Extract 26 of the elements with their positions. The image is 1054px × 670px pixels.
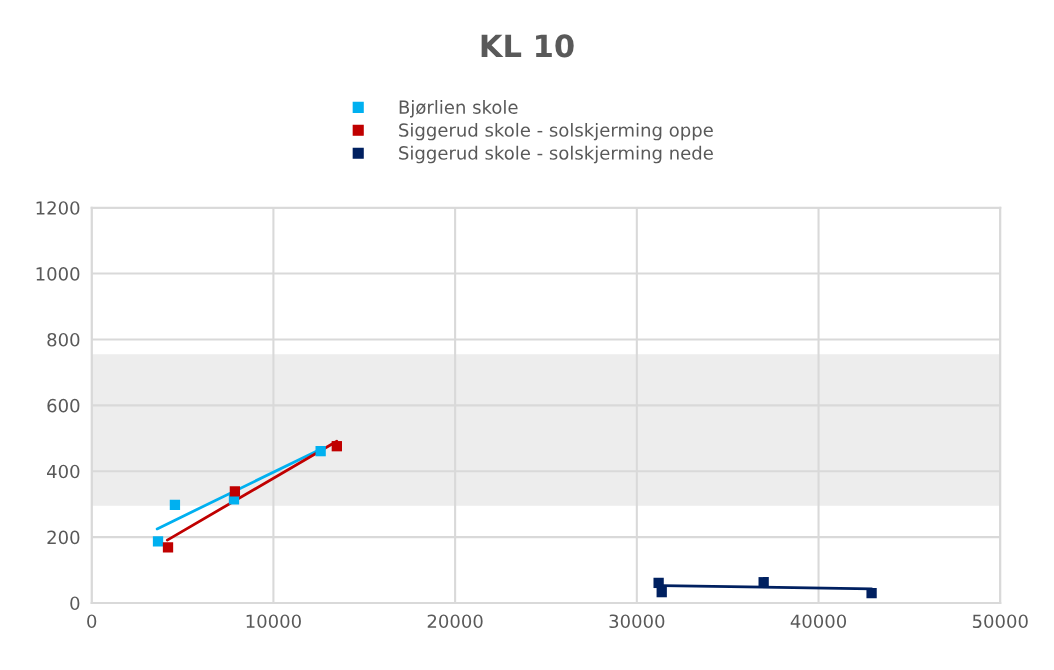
point (169, 499, 181, 510)
y-tick-label: 400 (47, 464, 80, 479)
x-tick-label: 10000 (246, 614, 301, 629)
x-tick-label: 20000 (427, 614, 483, 629)
point (866, 587, 877, 599)
x-tick-label: 50000 (972, 614, 1028, 629)
point (152, 536, 164, 547)
point (653, 577, 664, 589)
y-tick-label: 1000 (36, 267, 80, 281)
y-tick-label: 0 (70, 596, 80, 611)
x-tick-label: 30000 (609, 614, 665, 629)
legend-label: Siggerud skole - solskjerming oppe (399, 122, 713, 141)
point (229, 486, 241, 497)
point (331, 441, 342, 452)
chart-title: KL 10 (481, 34, 574, 58)
x-tick-label: 0 (87, 614, 97, 629)
y-tick-label: 800 (47, 332, 80, 347)
y-tick-label: 1200 (36, 201, 80, 215)
x-tick-label: 40000 (790, 614, 847, 629)
legend-label: Bjørlien skole (399, 100, 518, 118)
legend-label: Siggerud skole - solskjerming nede (399, 145, 713, 164)
point (315, 445, 326, 457)
point (162, 542, 174, 553)
point (656, 586, 667, 598)
y-tick-label: 600 (47, 398, 80, 413)
y-tick-label: 200 (47, 530, 80, 545)
